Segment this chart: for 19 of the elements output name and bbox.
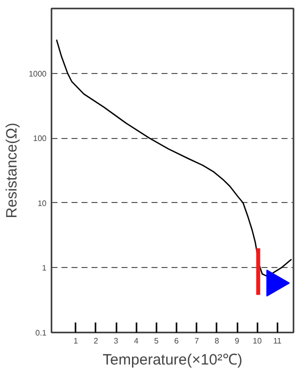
x-tick-label: 3	[114, 336, 119, 346]
x-tick-label: 10	[252, 336, 262, 346]
x-tick-label: 4	[134, 336, 139, 346]
y-tick-label: 100	[33, 134, 48, 144]
y-tick-label: 1000	[28, 69, 48, 78]
x-tick-label: 6	[174, 336, 180, 346]
x-tick-label: 11	[273, 336, 282, 346]
x-tick-label: 2	[94, 336, 99, 346]
x-tick-label: 8	[214, 336, 220, 346]
x-axis-title: Temperature(×10²℃)	[102, 352, 242, 368]
y-tick-label: 1	[42, 264, 48, 273]
x-tick-label: 7	[194, 336, 200, 346]
y-axis-title: Resistance(Ω)	[4, 122, 21, 218]
x-tick-label: 1	[73, 336, 78, 346]
y-tick-label: 0.1	[35, 328, 48, 338]
line-series	[56, 39, 292, 276]
x-tick-label: 5	[154, 336, 160, 346]
x-tick-label: 9	[234, 336, 240, 346]
y-tick-label: 10	[38, 198, 48, 208]
